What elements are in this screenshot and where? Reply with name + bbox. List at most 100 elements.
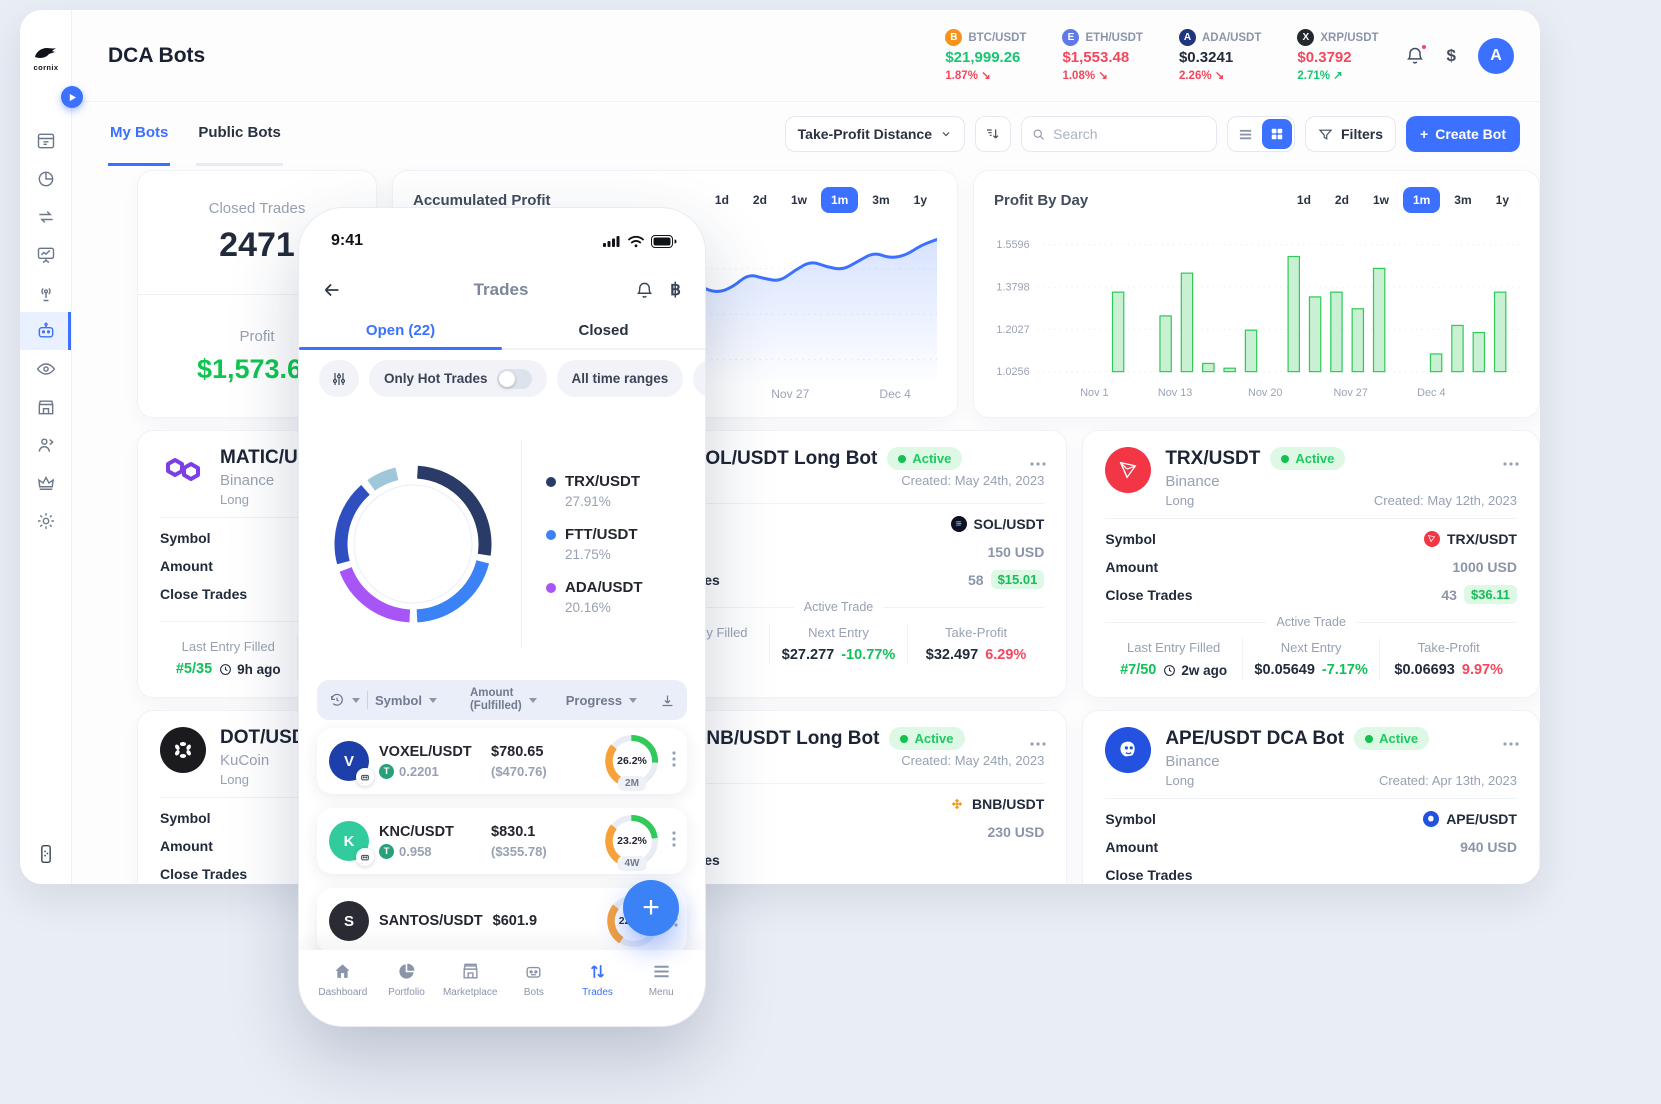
sidebar-item-vip[interactable]: [20, 464, 71, 502]
trade-filter-button[interactable]: [319, 360, 359, 397]
profit-by-day-plot[interactable]: 1.0256 1.2027 1.3798 1.5596 Nov 1 Nov 13 Nov 2…: [994, 225, 1519, 407]
trade-pair: SANTOS/USDT: [379, 913, 483, 929]
search-input[interactable]: [1053, 126, 1206, 142]
bot-card-trx[interactable]: TRX/USDT Active Binance Long Created: May …: [1082, 430, 1540, 698]
notifications-button[interactable]: [1405, 42, 1428, 66]
time-range-chip[interactable]: All time ranges: [556, 360, 684, 397]
kebab-menu-icon[interactable]: [669, 750, 679, 772]
portfolio-donut[interactable]: $9661.02 Total: [329, 460, 497, 628]
range-1d[interactable]: 1d: [1296, 193, 1311, 207]
bot-sub-badge-icon: [356, 768, 374, 786]
tab-bar: My Bots Public Bots: [108, 102, 283, 166]
sidebar-item-marketplace[interactable]: [20, 388, 71, 426]
time-range-selector: 1d 2d 1w 1m 3m 1y: [1287, 187, 1519, 213]
ticker-ada[interactable]: A ADA/USDT $0.3241 2.26% ↘: [1178, 29, 1261, 82]
range-3m[interactable]: 3m: [1454, 193, 1472, 207]
sidebar-item-channels[interactable]: [20, 274, 71, 312]
nav-trades[interactable]: Trades: [566, 962, 630, 1026]
grid-view-button[interactable]: [1262, 119, 1292, 149]
trade-fulfilled: ($355.78): [491, 843, 547, 859]
filters-button[interactable]: Filters: [1305, 116, 1397, 152]
card-menu-icon[interactable]: [1026, 449, 1050, 475]
antenna-icon: [40, 287, 51, 302]
ticker-strip: B BTC/USDT $21,999.26 1.87% ↘ E ETH/USDT $…: [945, 29, 1379, 82]
mobile-qr-icon: [41, 844, 51, 864]
profit-value: $1,573.62: [196, 353, 318, 384]
tab-closed-trades[interactable]: Closed: [578, 322, 629, 339]
trade-row-knc[interactable]: K KNC/USDT T 0.958 $830.1 ($355.78) 23.2%…: [317, 808, 687, 874]
legend-item[interactable]: FTT/USDT 21.75%: [546, 526, 643, 562]
nav-menu[interactable]: Menu: [629, 962, 693, 1026]
hot-trades-toggle[interactable]: [496, 368, 532, 389]
create-bot-button[interactable]: + Create Bot: [1406, 116, 1520, 152]
hamburger-icon: [654, 965, 669, 978]
nav-marketplace[interactable]: Marketplace: [438, 962, 502, 1026]
bot-card-ape[interactable]: APE/USDT DCA Bot Active Binance Long Creat…: [1082, 710, 1540, 884]
nav-portfolio[interactable]: Portfolio: [375, 962, 439, 1026]
close-trades-profit-badge: $36.11: [1463, 585, 1517, 604]
back-arrow-icon[interactable]: [321, 279, 343, 301]
legend-item[interactable]: TRX/USDT 27.91%: [546, 473, 643, 509]
pie-chart-icon: [399, 963, 415, 979]
currency-button[interactable]: $: [1446, 45, 1456, 65]
bitcoin-icon[interactable]: ฿: [670, 280, 681, 299]
bell-icon[interactable]: [635, 281, 654, 300]
chevron-down-icon: [352, 697, 360, 703]
sidebar-expand-button[interactable]: [61, 86, 83, 108]
sidebar-item-settings[interactable]: [20, 502, 71, 540]
range-1w[interactable]: 1w: [790, 193, 807, 207]
legend-item[interactable]: ADA/USDT 20.16%: [546, 579, 643, 615]
tab-my-bots[interactable]: My Bots: [108, 102, 171, 166]
trade-row-voxel[interactable]: V VOXEL/USDT T 0.2201 $780.65 ($470.76) 2…: [317, 728, 687, 794]
card-menu-icon[interactable]: [1026, 729, 1050, 755]
card-menu-icon[interactable]: [1499, 729, 1523, 755]
kebab-menu-icon[interactable]: [669, 830, 679, 852]
tab-open-trades[interactable]: Open (22): [299, 312, 502, 350]
home-icon: [335, 964, 350, 978]
range-1y[interactable]: 1y: [913, 193, 927, 207]
sidebar-item-watchlist[interactable]: [20, 350, 71, 388]
sort-direction-button[interactable]: [975, 116, 1011, 152]
tab-public-bots[interactable]: Public Bots: [196, 102, 283, 166]
range-2d[interactable]: 2d: [1334, 193, 1349, 207]
ada-icon: A: [1178, 29, 1196, 46]
avatar[interactable]: A: [1478, 37, 1514, 74]
ticker-change: 2.26% ↘: [1178, 70, 1225, 82]
eth-icon: E: [1062, 29, 1080, 46]
sort-by-progress[interactable]: Progress: [565, 692, 623, 708]
card-menu-icon[interactable]: [1499, 449, 1523, 475]
nav-bots[interactable]: Bots: [502, 962, 566, 1026]
sidebar-item-signals[interactable]: [20, 236, 71, 274]
range-2d[interactable]: 2d: [752, 193, 767, 207]
ticker-xrp[interactable]: X XRP/USDT $0.3792 2.71% ↗: [1297, 29, 1379, 82]
sort-by-amount[interactable]: Amount (Fulfilled): [469, 686, 522, 712]
sidebar-item-trades[interactable]: [20, 198, 71, 236]
trx-icon: [1423, 530, 1440, 547]
sidebar-item-mobile-app[interactable]: [20, 844, 72, 864]
bot-exchange: Binance: [220, 472, 275, 489]
range-1m[interactable]: 1m: [1402, 187, 1441, 213]
range-1w[interactable]: 1w: [1372, 193, 1389, 207]
bnb-icon: [948, 795, 965, 812]
range-1y[interactable]: 1y: [1495, 193, 1509, 207]
add-trade-fab[interactable]: +: [623, 880, 679, 936]
all-chip[interactable]: All: [693, 360, 705, 397]
nav-dashboard[interactable]: Dashboard: [311, 962, 375, 1026]
sidebar-item-referrals[interactable]: [20, 426, 71, 464]
hot-trades-chip[interactable]: Only Hot Trades: [369, 360, 547, 397]
sort-by-symbol[interactable]: Symbol: [375, 692, 422, 708]
search-box: [1021, 116, 1217, 152]
ticker-btc[interactable]: B BTC/USDT $21,999.26 1.87% ↘: [945, 29, 1026, 82]
svg-text:Dec 4: Dec 4: [1417, 387, 1445, 399]
list-view-button[interactable]: [1230, 119, 1260, 149]
range-3m[interactable]: 3m: [872, 193, 890, 207]
sort-field-select[interactable]: Take-Profit Distance: [784, 116, 965, 152]
range-1d[interactable]: 1d: [714, 193, 729, 207]
sidebar-item-dashboard[interactable]: [20, 122, 71, 160]
history-icon[interactable]: [329, 692, 345, 708]
ticker-eth[interactable]: E ETH/USDT $1,553.48 1.08% ↘: [1062, 29, 1143, 82]
range-1m[interactable]: 1m: [820, 187, 859, 213]
sidebar-item-bots[interactable]: [20, 312, 71, 350]
sidebar-item-portfolio[interactable]: [20, 160, 71, 198]
collapse-rows-icon[interactable]: [660, 693, 675, 708]
